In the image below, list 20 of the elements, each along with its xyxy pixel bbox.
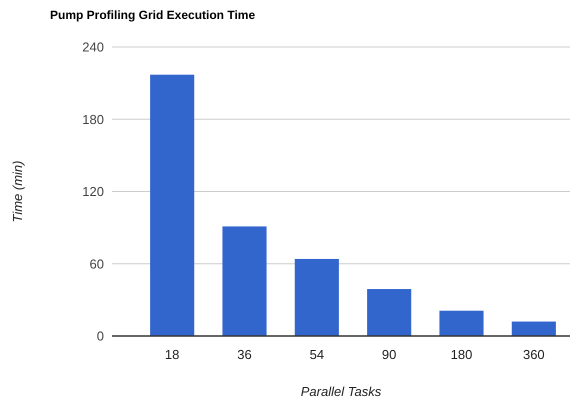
x-tick-label: 180 [450,347,472,362]
x-tick-label: 54 [310,347,324,362]
x-axis-title: Parallel Tasks [300,384,382,399]
x-tick-label: 36 [237,347,252,362]
y-tick-label: 0 [96,328,104,344]
y-axis-title: Time (min) [10,160,25,222]
x-tick-label: 360 [522,347,545,362]
x-tick-label: 18 [164,347,180,362]
y-tick-label: 60 [90,256,104,272]
y-tick-label: 180 [82,112,104,127]
bar [439,310,484,336]
bar [222,226,267,336]
bar [150,74,194,336]
bar [512,322,556,336]
bar [294,258,339,336]
y-tick-label: 240 [82,40,104,55]
chart-title: Pump Profiling Grid Execution Time [50,8,256,22]
x-tick-label: 90 [382,347,396,362]
y-tick-label: 120 [82,184,104,200]
bar [367,289,412,336]
